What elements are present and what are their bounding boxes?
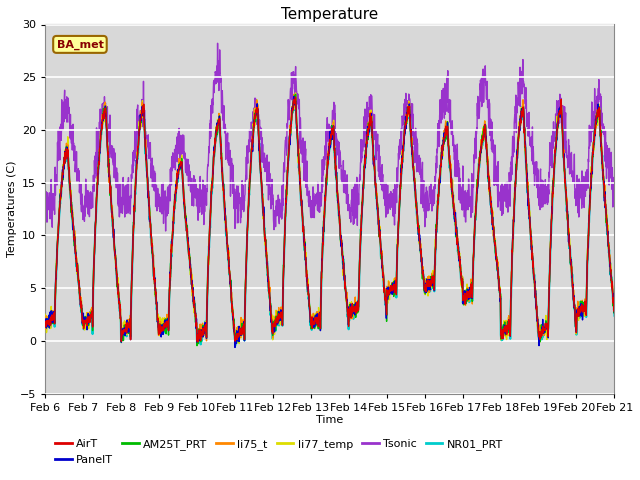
Title: Temperature: Temperature: [281, 7, 378, 22]
Legend: AirT, PanelT, AM25T_PRT, li75_t, li77_temp, Tsonic, NR01_PRT: AirT, PanelT, AM25T_PRT, li75_t, li77_te…: [51, 435, 508, 469]
X-axis label: Time: Time: [316, 415, 344, 425]
Text: BA_met: BA_met: [56, 39, 104, 49]
Y-axis label: Temperatures (C): Temperatures (C): [7, 161, 17, 257]
